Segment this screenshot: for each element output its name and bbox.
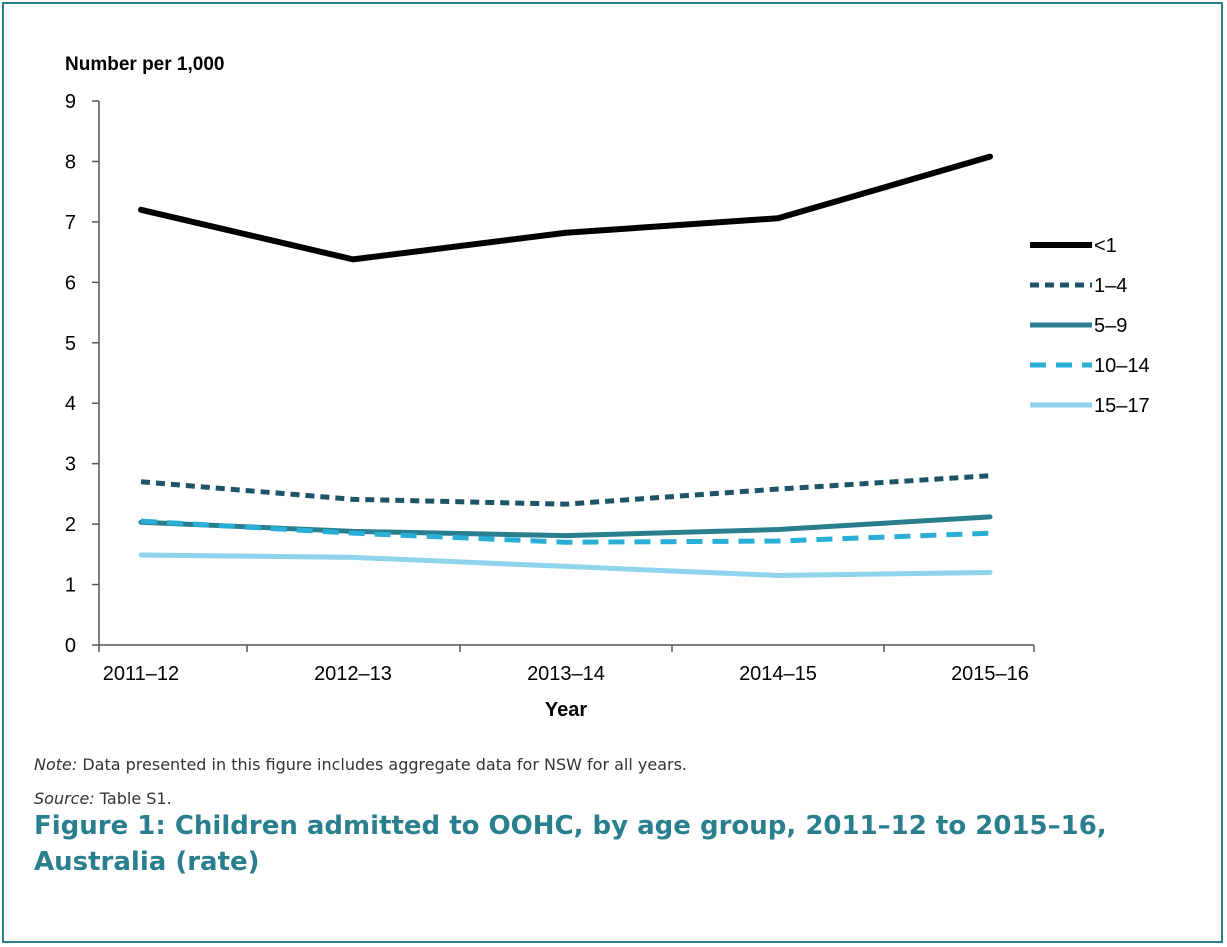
source-label: Source: xyxy=(34,789,95,808)
x-tick-label: 2013–14 xyxy=(527,663,605,685)
y-tick-label: 1 xyxy=(65,575,76,597)
y-tick-label: 0 xyxy=(65,635,76,657)
y-tick-label: 7 xyxy=(65,212,76,234)
y-tick-label: 4 xyxy=(65,393,76,415)
y-tick-label: 3 xyxy=(65,454,76,476)
x-tick-label: 2011–12 xyxy=(103,663,179,685)
series-lines xyxy=(138,153,993,578)
y-tick-label: 9 xyxy=(65,91,76,113)
x-tick-label: 2014–15 xyxy=(739,663,817,685)
source-line: Source: Table S1. xyxy=(34,789,172,808)
series-line xyxy=(138,153,993,263)
legend-label: <1 xyxy=(1094,235,1117,257)
line-chart: Number per 1,000 0 1 2 3 4 5 6 7 8 9 2011–12 2012–… xyxy=(65,54,1150,721)
legend-label: 10–14 xyxy=(1094,355,1150,377)
y-tick-label: 8 xyxy=(65,151,76,173)
y-axis-title: Number per 1,000 xyxy=(65,54,224,75)
note-text: Data presented in this figure includes a… xyxy=(77,755,687,774)
note-label: Note: xyxy=(34,755,78,774)
x-axis-title: Year xyxy=(545,699,587,721)
y-tick-label: 6 xyxy=(65,272,76,294)
y-tick-label: 2 xyxy=(65,514,76,536)
figure-caption: Figure 1: Children admitted to OOHC, by … xyxy=(34,811,1107,877)
x-tick-label: 2015–16 xyxy=(951,663,1029,685)
legend: <1 1–4 5–9 10–14 15–17 xyxy=(1030,235,1150,417)
series-line xyxy=(138,552,993,578)
legend-label: 5–9 xyxy=(1094,315,1127,337)
x-tick-label: 2012–13 xyxy=(314,663,392,685)
series-line xyxy=(140,518,991,545)
series-line xyxy=(138,514,993,539)
series-line xyxy=(140,473,991,507)
legend-label: 15–17 xyxy=(1094,395,1150,417)
source-text: Table S1. xyxy=(94,789,172,808)
legend-label: 1–4 xyxy=(1094,275,1127,297)
y-ticks: 0 1 2 3 4 5 6 7 8 9 xyxy=(65,91,99,657)
note-line: Note: Data presented in this figure incl… xyxy=(34,755,687,774)
y-tick-label: 5 xyxy=(65,333,76,355)
x-ticks: 2011–12 2012–13 2013–14 2014–15 2015–16 xyxy=(98,645,1035,685)
